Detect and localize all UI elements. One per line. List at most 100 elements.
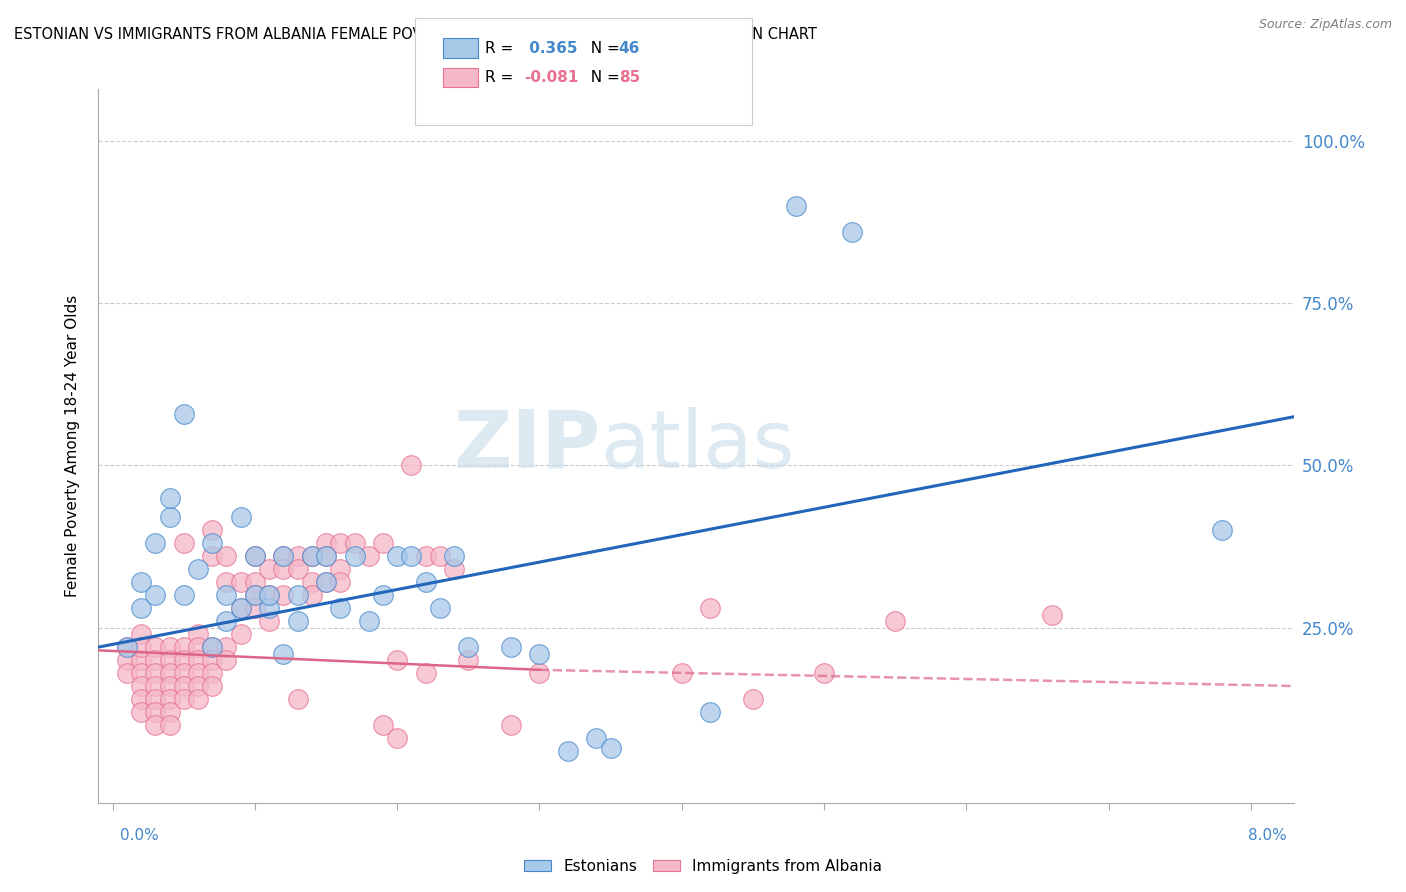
Point <box>201 679 224 693</box>
Point <box>201 640 224 654</box>
Point <box>129 692 152 706</box>
Point <box>187 692 209 706</box>
Point <box>529 666 551 681</box>
Point <box>115 640 138 654</box>
Point <box>415 549 437 564</box>
Point <box>741 692 763 706</box>
Point <box>813 666 835 681</box>
Point <box>343 549 366 564</box>
Point <box>385 549 409 564</box>
Point <box>1211 524 1233 538</box>
Point <box>173 640 195 654</box>
Point <box>273 562 295 576</box>
Point <box>173 407 195 421</box>
Point <box>173 536 195 550</box>
Point <box>159 491 181 505</box>
Point <box>187 627 209 641</box>
Point <box>201 524 224 538</box>
Point <box>201 536 224 550</box>
Point <box>357 614 380 628</box>
Point <box>315 549 337 564</box>
Point <box>443 562 465 576</box>
Point <box>243 575 266 590</box>
Point <box>243 588 266 602</box>
Point <box>187 679 209 693</box>
Point <box>173 692 195 706</box>
Point <box>159 653 181 667</box>
Text: 0.0%: 0.0% <box>120 828 159 843</box>
Point <box>273 647 295 661</box>
Point <box>841 225 863 239</box>
Point <box>443 549 465 564</box>
Text: R =: R = <box>485 70 519 85</box>
Point <box>215 614 238 628</box>
Point <box>215 640 238 654</box>
Point <box>159 666 181 681</box>
Point <box>257 601 280 615</box>
Point <box>201 666 224 681</box>
Point <box>229 510 252 524</box>
Point <box>301 575 323 590</box>
Point <box>173 679 195 693</box>
Legend: Estonians, Immigrants from Albania: Estonians, Immigrants from Albania <box>517 853 889 880</box>
Point <box>301 549 323 564</box>
Point <box>429 549 451 564</box>
Point <box>301 549 323 564</box>
Point <box>159 510 181 524</box>
Point <box>143 692 166 706</box>
Point <box>371 536 394 550</box>
Point <box>243 588 266 602</box>
Text: R =: R = <box>485 41 519 55</box>
Point <box>671 666 693 681</box>
Point <box>884 614 907 628</box>
Point <box>229 575 252 590</box>
Point <box>273 588 295 602</box>
Text: N =: N = <box>581 41 624 55</box>
Point <box>143 536 166 550</box>
Point <box>187 640 209 654</box>
Text: ESTONIAN VS IMMIGRANTS FROM ALBANIA FEMALE POVERTY AMONG 18-24 YEAR OLDS CORRELA: ESTONIAN VS IMMIGRANTS FROM ALBANIA FEMA… <box>14 27 817 42</box>
Point <box>1040 607 1063 622</box>
Point <box>329 562 352 576</box>
Point <box>273 549 295 564</box>
Point <box>143 588 166 602</box>
Point <box>129 627 152 641</box>
Point <box>287 614 309 628</box>
Point <box>115 653 138 667</box>
Point <box>173 666 195 681</box>
Point <box>257 614 280 628</box>
Point <box>201 640 224 654</box>
Point <box>129 640 152 654</box>
Point <box>415 575 437 590</box>
Point <box>315 536 337 550</box>
Point <box>257 588 280 602</box>
Text: N =: N = <box>581 70 624 85</box>
Point <box>143 718 166 732</box>
Point <box>229 601 252 615</box>
Point <box>287 692 309 706</box>
Point <box>115 640 138 654</box>
Text: 46: 46 <box>619 41 640 55</box>
Point <box>159 692 181 706</box>
Point <box>371 588 394 602</box>
Point <box>401 549 423 564</box>
Point <box>287 549 309 564</box>
Point <box>273 549 295 564</box>
Point <box>385 653 409 667</box>
Point <box>499 718 522 732</box>
Point <box>143 705 166 719</box>
Point <box>415 666 437 681</box>
Point <box>401 458 423 473</box>
Point <box>143 640 166 654</box>
Point <box>129 575 152 590</box>
Point <box>329 575 352 590</box>
Point <box>159 705 181 719</box>
Point <box>315 575 337 590</box>
Point <box>457 640 479 654</box>
Text: -0.081: -0.081 <box>524 70 579 85</box>
Point <box>129 653 152 667</box>
Point <box>173 653 195 667</box>
Point <box>329 601 352 615</box>
Point <box>257 588 280 602</box>
Text: 0.365: 0.365 <box>524 41 578 55</box>
